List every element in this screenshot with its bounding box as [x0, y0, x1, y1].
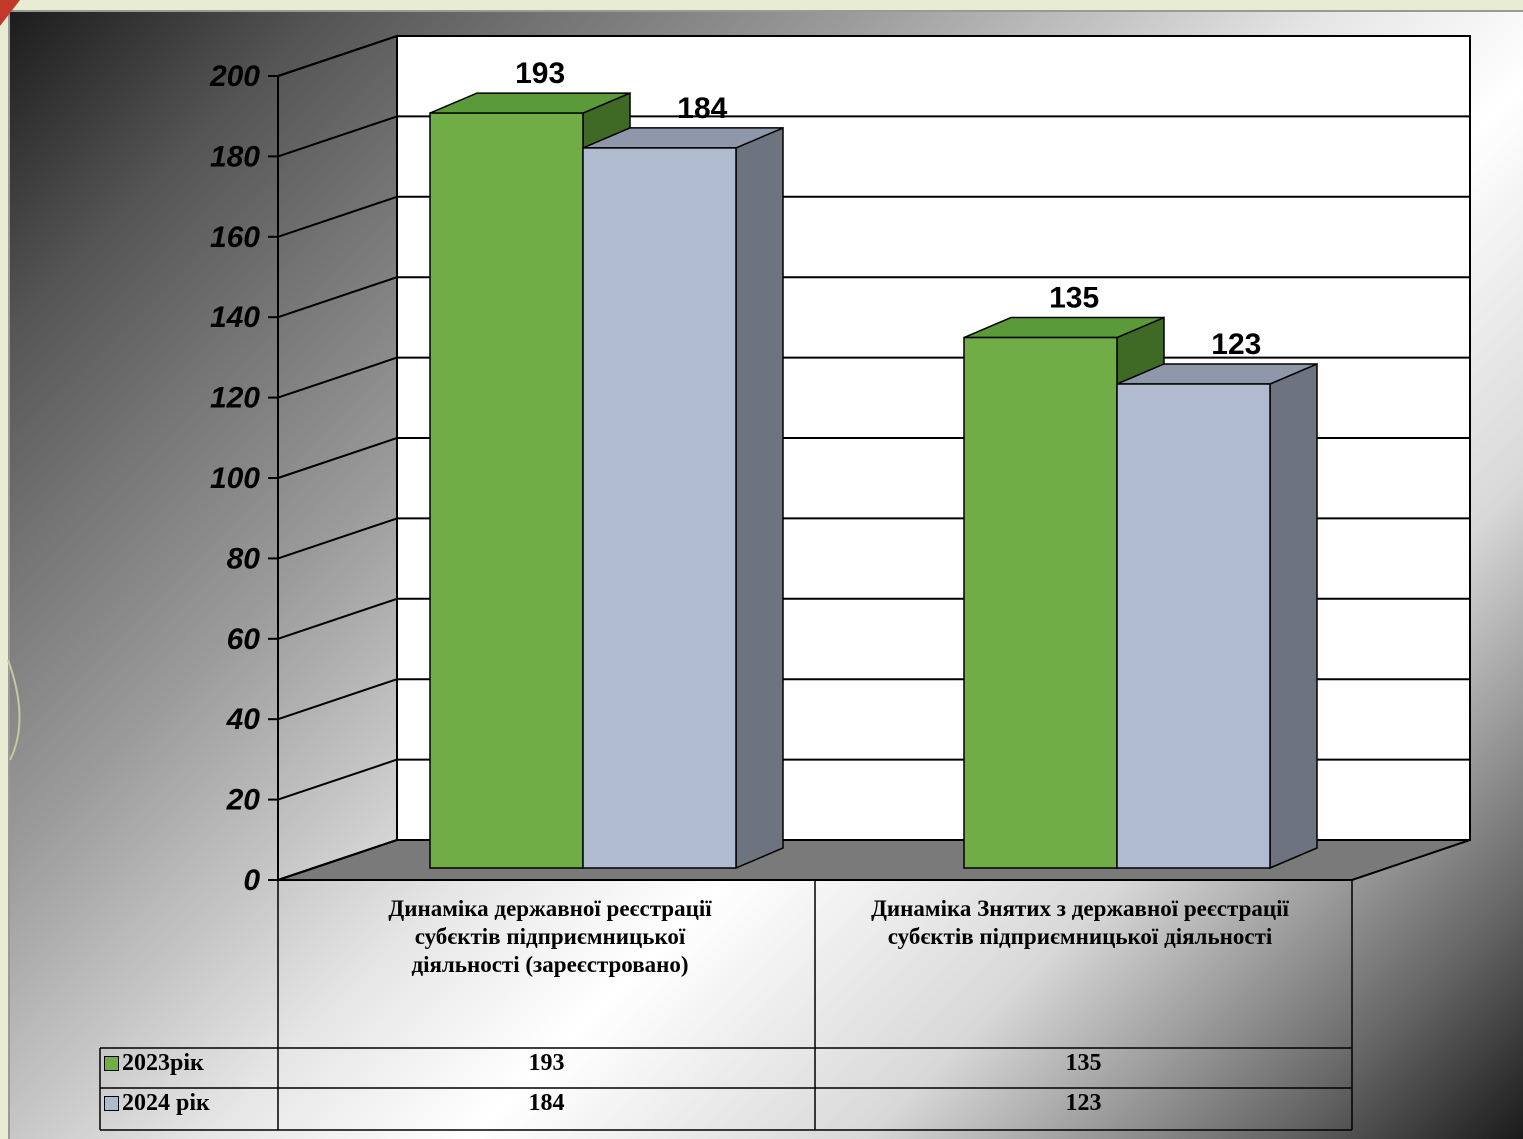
gridline-side: [277, 276, 398, 319]
y-tick-label: 20: [226, 784, 261, 817]
y-tick-label: 100: [210, 462, 260, 495]
data-label: 184: [677, 92, 727, 125]
legend-entry: 2024 рік: [104, 1090, 276, 1128]
bar-side: [1269, 362, 1318, 870]
bar: [429, 112, 584, 869]
bar-side: [735, 126, 784, 870]
data-table-cell: 135: [1065, 1050, 1102, 1076]
data-labels: 193 135 184 123: [515, 57, 1261, 361]
y-tick-label: 80: [227, 542, 261, 575]
legend-swatch: [104, 1096, 119, 1111]
data-table-cell: 184: [528, 1090, 565, 1116]
gridline-side: [277, 597, 398, 640]
gridline-side: [277, 839, 398, 881]
gridline-side: [277, 115, 398, 158]
bar: [1116, 383, 1271, 869]
y-tick-label: 160: [210, 221, 260, 254]
data-label: 123: [1211, 328, 1261, 361]
bars: [429, 91, 1318, 870]
category-label-registered: Динаміка державної реєстрації субєктів п…: [388, 896, 712, 977]
category-label-removed: Динаміка Знятих з державної реєстрації с…: [871, 896, 1289, 949]
data-label: 135: [1049, 282, 1099, 315]
y-tick-label: 180: [210, 140, 260, 173]
decorative-curve: [7, 659, 21, 761]
y-tick-label: 60: [227, 623, 261, 656]
data-table-cell: 193: [528, 1050, 565, 1076]
gridline-side: [277, 437, 398, 479]
gridline-side: [277, 758, 398, 801]
corner-accent: [0, 0, 20, 26]
gridline-side: [277, 35, 398, 77]
legend-label: 2023рік: [122, 1050, 204, 1076]
y-tick-label: 200: [209, 60, 260, 93]
data-table-cell: 123: [1065, 1090, 1102, 1116]
y-axis-ticks: 0 20 40 60 80 100 120 140 160 180 200: [209, 60, 278, 897]
y-tick-label: 40: [226, 703, 261, 736]
data-label: 193: [515, 57, 565, 90]
bar: [963, 336, 1118, 869]
legend-label: 2024 рік: [122, 1090, 210, 1116]
y-tick-label: 0: [243, 864, 260, 897]
gridline-side: [277, 195, 398, 238]
legend-swatch: [104, 1056, 119, 1071]
gridline-side: [277, 517, 398, 560]
legend-entry: 2023рік: [104, 1050, 276, 1088]
gridline-side: [277, 678, 398, 721]
bar: [582, 147, 737, 869]
gridline-side: [277, 356, 398, 399]
y-tick-label: 120: [210, 382, 260, 415]
y-tick-label: 140: [210, 301, 260, 334]
